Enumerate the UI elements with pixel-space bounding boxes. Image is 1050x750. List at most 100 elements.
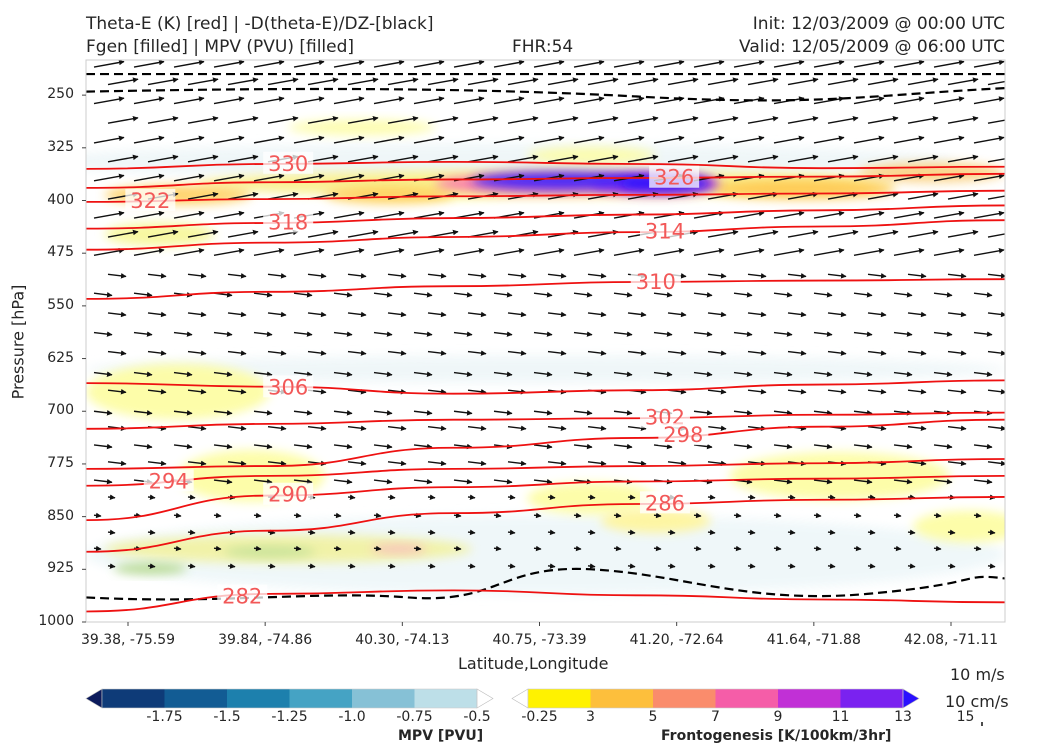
chart-title-line1: Theta-E (K) [red] | -D(theta-E)/DZ-[blac… [86,14,434,34]
colorbar-extend-high [476,688,494,709]
axis-ticks [82,94,952,626]
theta-e-contour-line [86,204,1005,230]
colorbar-swatch [715,689,779,708]
theta-e-contour-label: 294 [149,469,189,493]
theta-e-label-bg [217,584,268,607]
theta-e-contour-line [86,379,1005,395]
theta-e-label-bg [630,269,681,292]
colorbar-swatch [840,689,904,708]
theta-e-contour-label: 322 [130,189,170,213]
x-tick-label: 41.64, -71.88 [766,632,861,648]
colorbar-outline [101,688,478,709]
theta-e-contour-line [86,172,1005,189]
theta-e-contour-label: 330 [268,152,308,176]
theta-e-contour-line [86,496,1005,553]
colorbar-swatch [528,689,591,708]
filled-fields [86,119,1005,595]
frontogenesis-colorbar-title: Frontogenesis [K/100km/3hr] [661,728,892,744]
colorbar-swatch [164,689,228,708]
colorbar-tick-label: 9 [773,709,783,725]
theta-e-contour-line [86,160,1005,170]
theta-e-contour-line [86,458,1005,487]
mpv-colorbar-title: MPV [PVU] [398,728,484,744]
colorbar-extend-low [85,688,103,709]
colorbar-tick-label: 7 [711,709,720,725]
x-tick-label: 40.30, -74.13 [355,632,450,648]
plot-frame [85,59,1006,623]
colorbar-tick-label: 11 [831,709,850,725]
y-tick-label: 625 [47,349,74,366]
theta-e-contour-line [86,411,1005,430]
colorbar-extend-low [511,688,529,709]
valid-time: Valid: 12/05/2009 @ 06:00 UTC [739,37,1005,57]
theta-e-contour-label: 326 [654,166,694,190]
y-tick-label: 475 [47,244,74,261]
theta-e-label-bg [263,210,314,233]
theta-e-contour-line [86,474,1005,522]
y-tick-label: 1000 [38,613,74,629]
init-time: Init: 12/03/2009 @ 00:00 UTC [752,14,1005,34]
colorbar-tick-label: -0.75 [396,709,433,725]
x-tick-label: 40.75, -73.39 [492,632,587,648]
colorbar-swatch [778,689,841,708]
theta-e-label-bg [658,423,709,446]
theta-e-label-bg [263,375,314,398]
colorbar-tick-label: 5 [648,709,658,725]
theta-e-label-bg [649,165,700,188]
theta-e-contour-label: 318 [268,210,308,234]
theta-e-contour-label: 310 [636,270,676,294]
y-tick-label: 850 [47,507,74,524]
theta-e-contour-line [86,278,1005,300]
theta-e-label-bg [143,469,194,492]
colorbar-tick-label: 13 [894,709,912,725]
y-tick-label: 550 [47,296,74,313]
theta-e-contour-label: 314 [645,219,685,243]
colorbar-swatch [352,689,415,708]
colorbar-tick-label: 15 [956,709,975,725]
theta-e-label-bg [125,188,176,211]
colorbar-tick-label: 3 [586,709,595,725]
colorbar-extend-high [902,688,920,709]
colorbar-swatch [289,689,353,708]
chart-title-line2: Fgen [filled] | MPV (PVU) [filled] [86,37,355,57]
frontogenesis-colorbar [511,688,920,709]
theta-e-label-bg [639,491,690,514]
x-tick-label: 42.08, -71.11 [903,632,999,648]
theta-e-contour-label: 282 [222,585,262,609]
x-tick-label: 39.38, -75.59 [80,632,176,648]
reference-vector-horizontal: 10 m/s [950,665,1005,684]
theta-e-label-bg [263,151,314,174]
dthetae-dz-contours [86,72,1005,601]
theta-e-contour-line [86,189,1005,203]
colorbar-swatch [653,689,716,708]
theta-e-contour-line [86,418,1005,470]
colorbar-tick-label: -1.0 [338,709,366,725]
colorbar-tick-label: -1.75 [146,709,183,725]
colorbar-tick-label: -0.25 [521,709,558,725]
colorbar-swatch [414,689,478,708]
x-axis-label: Latitude,Longitude [458,654,609,673]
theta-e-label-bg [263,482,314,505]
y-tick-label: 250 [47,86,74,103]
mpv-colorbar [85,688,494,709]
colorbar-tick-label: -1.5 [213,709,241,725]
y-tick-label: 400 [47,191,74,208]
colorbar-swatch [102,689,165,708]
theta-e-contour-label: 298 [663,423,703,447]
theta-e-contour-label: 306 [268,375,308,399]
x-tick-label: 41.20, -72.64 [629,632,724,648]
theta-e-label-bg [639,219,690,242]
y-tick-label: 775 [47,454,74,471]
colorbar-tick-label: -1.25 [271,709,308,725]
forecast-hour: FHR:54 [512,37,574,57]
theta-e-contour-label: 290 [268,483,308,507]
y-tick-label: 925 [47,560,74,577]
theta-e-label-bg [639,405,690,428]
y-axis-label: Pressure [hPa] [8,284,28,400]
y-tick-label: 700 [47,402,74,419]
reference-vector-vertical: 10 cm/s [945,692,1009,711]
colorbar-swatch [590,689,654,708]
y-tick-label: 325 [47,138,74,155]
